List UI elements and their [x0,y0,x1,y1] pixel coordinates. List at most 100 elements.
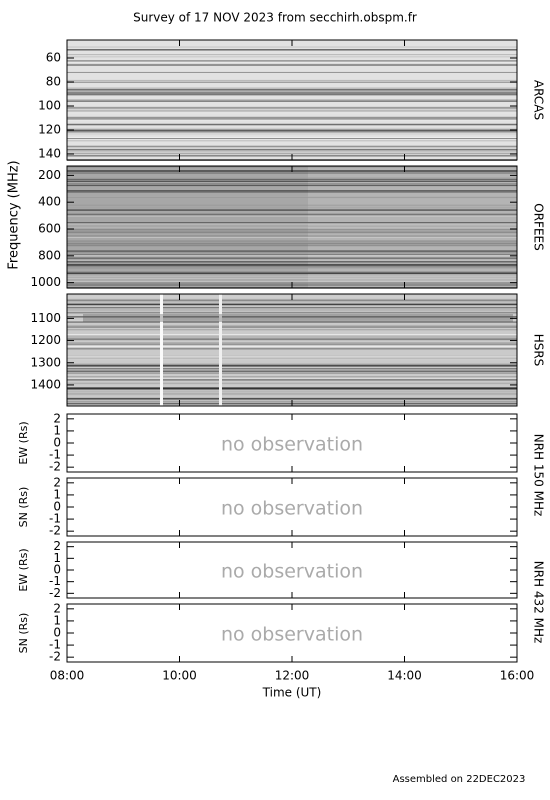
spectrum-stripe [67,342,517,345]
spectrum-stripe [67,79,517,82]
spectrum-stripe [67,301,517,303]
spectrum-stripe [67,387,517,390]
spectrum-stripe [67,89,517,91]
spectrum-stripe [67,277,517,280]
spectrum-stripe [67,377,517,379]
spectrum-stripe [67,49,517,51]
spectrum-stripe [67,335,517,337]
y-tick-label: 2 [53,539,61,553]
spectrum-stripe [67,138,517,140]
spectrum-stripe [67,112,517,114]
spectrum-stripe [67,364,517,367]
spectrum-stripe [67,251,517,253]
spectrum-stripe [67,320,517,323]
panel-label: ORFEES [532,203,546,250]
spectrum-stripe [67,88,517,90]
spectrum-stripe [67,214,517,216]
spectrum-stripe [67,379,517,380]
panel-label: NRH 150 MHz [532,434,546,517]
spectrum-stripe [67,254,517,257]
y-tick-label: 0 [53,626,61,640]
spectrum-stripe [67,347,517,350]
spectrum-stripe [67,150,517,153]
spectrum-stripe [67,132,517,134]
y-tick-label: 1300 [30,355,61,369]
spectrum-burst [219,294,222,406]
spectrum-stripe [67,229,517,231]
y-axis-label: SN (Rs) [17,613,30,654]
spectrum-stripe [67,91,517,94]
y-tick-label: 1 [53,551,61,565]
spectrum-stripe [67,382,517,385]
spectrum-stripe [67,368,517,370]
spectrum-stripe [67,370,517,372]
spectrum-stripe [67,240,517,243]
spectrum-stripe [67,376,517,378]
spectrum-burst [160,294,163,406]
y-tick-label: 60 [46,51,61,65]
spectrum-stripe [67,235,517,237]
spectrum-stripe [67,368,517,369]
y-tick-label: 100 [38,99,61,113]
spectrum-texture [67,40,517,161]
spectrum-stripe [67,265,517,268]
spectrum-stripe [67,191,517,193]
spectrum-stripe [67,308,517,310]
spectrum-stripe [67,281,517,283]
spectrum-stripe [67,87,517,89]
spectrum-stripe [67,126,517,128]
spectrum-stripe [67,178,517,181]
y-tick-label: 1200 [30,333,61,347]
y-tick-label: 1100 [30,311,61,325]
spectrum-stripe [67,260,517,263]
spectrum-stripe [67,264,517,267]
spectrum-stripe [67,138,517,141]
y-tick-label: 200 [38,168,61,182]
spectrum-stripe [67,222,517,224]
y-tick-label: 80 [46,75,61,89]
spectrum-stripe [67,345,517,348]
spectrum-stripe [67,123,517,126]
spectrum-stripe [67,321,517,323]
y-tick-label: 0 [53,436,61,450]
spectrum-stripe [67,183,517,185]
y-tick-label: 2 [53,411,61,425]
spectrum-stripe [67,180,517,182]
panel-label: ARCAS [532,80,546,120]
spectrum-stripe [67,115,517,118]
spectrum-stripe [67,337,517,339]
spectrum-stripe [67,359,517,361]
spectrum-stripe [67,371,517,373]
spectrum-stripe [67,273,517,275]
y-tick-label: 120 [38,123,61,137]
spectrum-stripe [67,60,517,62]
spectrum-stripe [67,209,517,211]
annotation: no observation [221,498,363,520]
title: Survey of 17 NOV 2023 from secchirh.obsp… [133,11,417,25]
x-tick-label: 08:00 [50,669,85,683]
spectrum-texture [67,166,517,289]
y-tick-label: 600 [38,222,61,236]
spectrum-stripe [67,326,517,328]
spectrum-stripe [67,257,517,259]
spectrum-stripe [67,344,517,345]
y-tick-label: -2 [49,524,61,538]
spectrum-stripe [67,355,517,358]
spectrum-stripe [67,334,517,336]
spectrum-stripe [67,107,517,109]
spectrum-stripe [67,152,517,155]
y-tick-label: -1 [49,448,61,462]
spectrum-stripe [67,271,517,273]
spectrum-stripe [67,177,517,179]
spectrum-stripe [67,280,517,283]
spectrum-stripe [67,223,517,225]
panel-label: HSRS [532,334,546,367]
spectrum-stripe [67,231,517,234]
spectrum-texture [67,294,517,406]
y-tick-label: -1 [49,574,61,588]
y-tick-label: 1400 [30,377,61,391]
spectrum-stripe [67,307,517,309]
spectrum-stripe [67,148,517,151]
spectrum-stripe [67,363,517,364]
spectrum-stripe [67,213,517,215]
